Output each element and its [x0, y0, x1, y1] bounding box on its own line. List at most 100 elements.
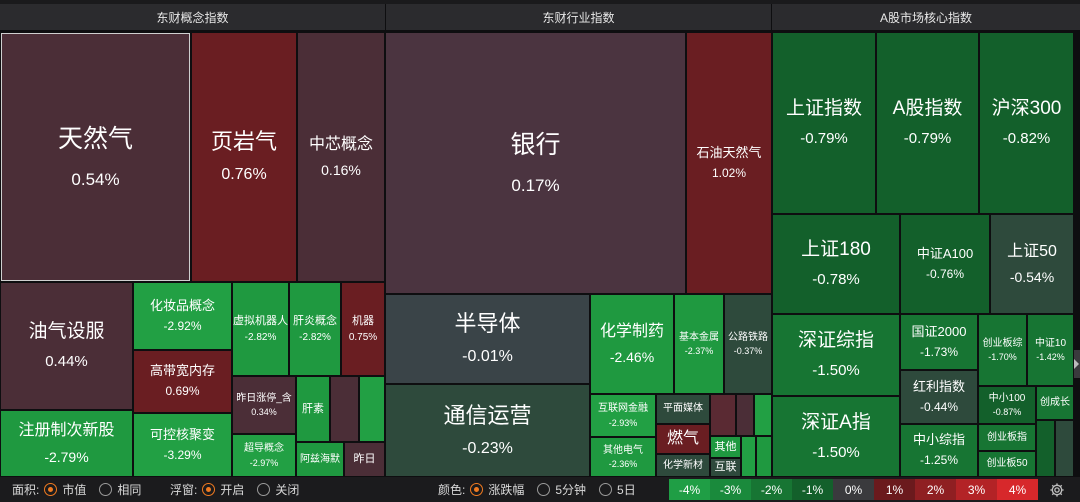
- tile-zhongxin[interactable]: 中芯概念 0.16%: [297, 32, 385, 282]
- tile-huaxuexin[interactable]: 化学新材: [656, 454, 710, 477]
- float-option-off-label[interactable]: 关闭: [275, 483, 300, 497]
- tile-hushen300[interactable]: 沪深300 -0.82%: [979, 32, 1074, 214]
- gear-icon[interactable]: [1046, 477, 1068, 502]
- tile-hongli[interactable]: 红利指数 -0.44%: [900, 370, 978, 424]
- tile-huaxue[interactable]: 化学制药 -2.46%: [590, 294, 674, 394]
- tile-name: 平面媒体: [663, 403, 703, 415]
- tile-change: -3.29%: [163, 447, 202, 462]
- tile-bandaoti[interactable]: 半导体 -0.01%: [385, 294, 590, 384]
- tile-shangzheng[interactable]: 上证指数 -0.79%: [772, 32, 876, 214]
- tile-change: -1.73%: [919, 344, 959, 359]
- tile-qita[interactable]: 其他: [710, 436, 741, 458]
- tile-zuori[interactable]: 昨日涨停_含 0.34%: [232, 376, 296, 434]
- tile-zxzz[interactable]: 中小综指 -1.25%: [900, 424, 978, 477]
- tile-agu[interactable]: A股指数 -0.79%: [876, 32, 979, 214]
- tile-youqi[interactable]: 油气设服 0.44%: [0, 282, 133, 410]
- area-option-equal-radio[interactable]: [99, 483, 113, 496]
- legend-item: 3%: [956, 479, 997, 500]
- color-option-5day-radio[interactable]: [599, 483, 613, 496]
- tile-change: 0.17%: [511, 175, 560, 195]
- control-bar: 面积: 市值 相同 浮窗: 开启 关闭 颜色: 涨跌幅 5分钟 5日 -4% -…: [0, 477, 1080, 502]
- color-option-change-label[interactable]: 涨跌幅: [488, 483, 525, 497]
- tile-gonglu[interactable]: 公路铁路 -0.37%: [724, 294, 772, 394]
- tile-unnamed-d[interactable]: [736, 394, 754, 436]
- legend-item: 2%: [915, 479, 956, 500]
- color-option-5min-label[interactable]: 5分钟: [555, 483, 587, 497]
- tile-qitadianqi[interactable]: 其他电气 -2.36%: [590, 437, 656, 477]
- tile-zuori2[interactable]: 昨日: [344, 442, 385, 477]
- color-option-5day-label[interactable]: 5日: [617, 483, 636, 497]
- float-option-on-label[interactable]: 开启: [220, 483, 245, 497]
- tile-change: -2.36%: [608, 459, 638, 470]
- tile-cyz[interactable]: 创业板综 -1.70%: [978, 314, 1027, 386]
- tile-unnamed-c[interactable]: [710, 394, 736, 436]
- tile-szzz[interactable]: 深证综指 -1.50%: [772, 314, 900, 396]
- tile-unnamed-i[interactable]: [1055, 420, 1074, 477]
- tile-cyb[interactable]: 创业板指: [978, 424, 1036, 451]
- tile-change: -0.44%: [919, 399, 959, 414]
- tile-name: 深证综指: [797, 330, 874, 352]
- tile-hulianwang[interactable]: 互联网金融 -2.93%: [590, 394, 656, 437]
- tile-tianranqi[interactable]: 天然气 0.54%: [0, 32, 191, 282]
- tile-unnamed-a[interactable]: [330, 376, 359, 442]
- tile-gaodai[interactable]: 高带宽内存 0.69%: [133, 350, 232, 413]
- tile-zx100[interactable]: 中小100 -0.87%: [978, 386, 1036, 424]
- area-option-marketcap-radio[interactable]: [44, 483, 58, 496]
- side-expand-handle[interactable]: [1074, 350, 1080, 378]
- tile-jiqi[interactable]: 机器 0.75%: [341, 282, 385, 376]
- legend-item: 1%: [874, 479, 915, 500]
- tile-gansu[interactable]: 肝素: [296, 376, 330, 442]
- tile-change: -1.25%: [919, 453, 959, 468]
- tile-unnamed-e[interactable]: [754, 394, 772, 436]
- tile-change: 1.02%: [711, 165, 747, 180]
- tile-tongxin[interactable]: 通信运营 -0.23%: [385, 384, 590, 477]
- tile-cyc[interactable]: 创成长: [1036, 386, 1074, 420]
- tile-unnamed-g[interactable]: [756, 436, 772, 477]
- tile-gz2000[interactable]: 国证2000 -1.73%: [900, 314, 978, 370]
- tile-unnamed-b[interactable]: [359, 376, 385, 442]
- tile-ranqi[interactable]: 燃气: [656, 424, 710, 454]
- tile-pingmian[interactable]: 平面媒体: [656, 394, 710, 424]
- color-option-5min-radio[interactable]: [537, 483, 551, 496]
- area-option-equal-label[interactable]: 相同: [117, 483, 142, 497]
- tile-name: 基本金属: [679, 331, 719, 343]
- tile-name: 银行: [510, 130, 561, 159]
- tile-huazhuang[interactable]: 化妆品概念 -2.92%: [133, 282, 232, 350]
- float-option-off-radio[interactable]: [257, 483, 271, 496]
- tile-jiben[interactable]: 基本金属 -2.37%: [674, 294, 724, 394]
- tile-sz50[interactable]: 上证50 -0.54%: [990, 214, 1074, 314]
- tile-name: 肝炎概念: [293, 314, 337, 327]
- tile-name: 高带宽内存: [149, 363, 215, 379]
- tile-szA[interactable]: 深证A指 -1.50%: [772, 396, 900, 477]
- float-option-on-radio[interactable]: [202, 483, 216, 496]
- tile-name: 中小综指: [912, 432, 965, 448]
- tile-name: 上证50: [1007, 242, 1057, 260]
- tile-change: 0.76%: [221, 166, 267, 184]
- tile-cyb50[interactable]: 创业板50: [978, 451, 1036, 477]
- tile-ganyan[interactable]: 肝炎概念 -2.82%: [289, 282, 341, 376]
- tile-name: 公路铁路: [728, 331, 768, 343]
- tile-unnamed-h[interactable]: [1036, 420, 1055, 477]
- tile-xuni[interactable]: 虚拟机器人 -2.82%: [232, 282, 289, 376]
- tile-hulian[interactable]: 互联: [710, 458, 741, 477]
- tile-asihai[interactable]: 阿兹海默: [296, 442, 344, 477]
- color-option-change-radio[interactable]: [470, 483, 484, 496]
- tile-zz10[interactable]: 中证10 -1.42%: [1027, 314, 1074, 386]
- tile-chaodao[interactable]: 超导概念 -2.97%: [232, 434, 296, 477]
- tile-zhuce[interactable]: 注册制次新股 -2.79%: [0, 410, 133, 477]
- tile-name: 天然气: [57, 124, 133, 153]
- tile-change: -2.46%: [609, 349, 655, 366]
- tile-change: -0.79%: [903, 130, 952, 148]
- tile-sz180[interactable]: 上证180 -0.78%: [772, 214, 900, 314]
- area-option-marketcap-label[interactable]: 市值: [62, 483, 87, 497]
- tile-shiyou[interactable]: 石油天然气 1.02%: [686, 32, 772, 294]
- tile-name: 油气设服: [28, 321, 105, 343]
- tile-change: -2.92%: [163, 318, 202, 333]
- tile-kekong[interactable]: 可控核聚变 -3.29%: [133, 413, 232, 477]
- tile-unnamed-f[interactable]: [741, 436, 756, 477]
- tile-change: -0.54%: [1009, 269, 1055, 286]
- tile-yeyanqi[interactable]: 页岩气 0.76%: [191, 32, 297, 282]
- legend-item: -3%: [710, 479, 751, 500]
- tile-yinhang[interactable]: 银行 0.17%: [385, 32, 686, 294]
- tile-zza100[interactable]: 中证A100 -0.76%: [900, 214, 990, 314]
